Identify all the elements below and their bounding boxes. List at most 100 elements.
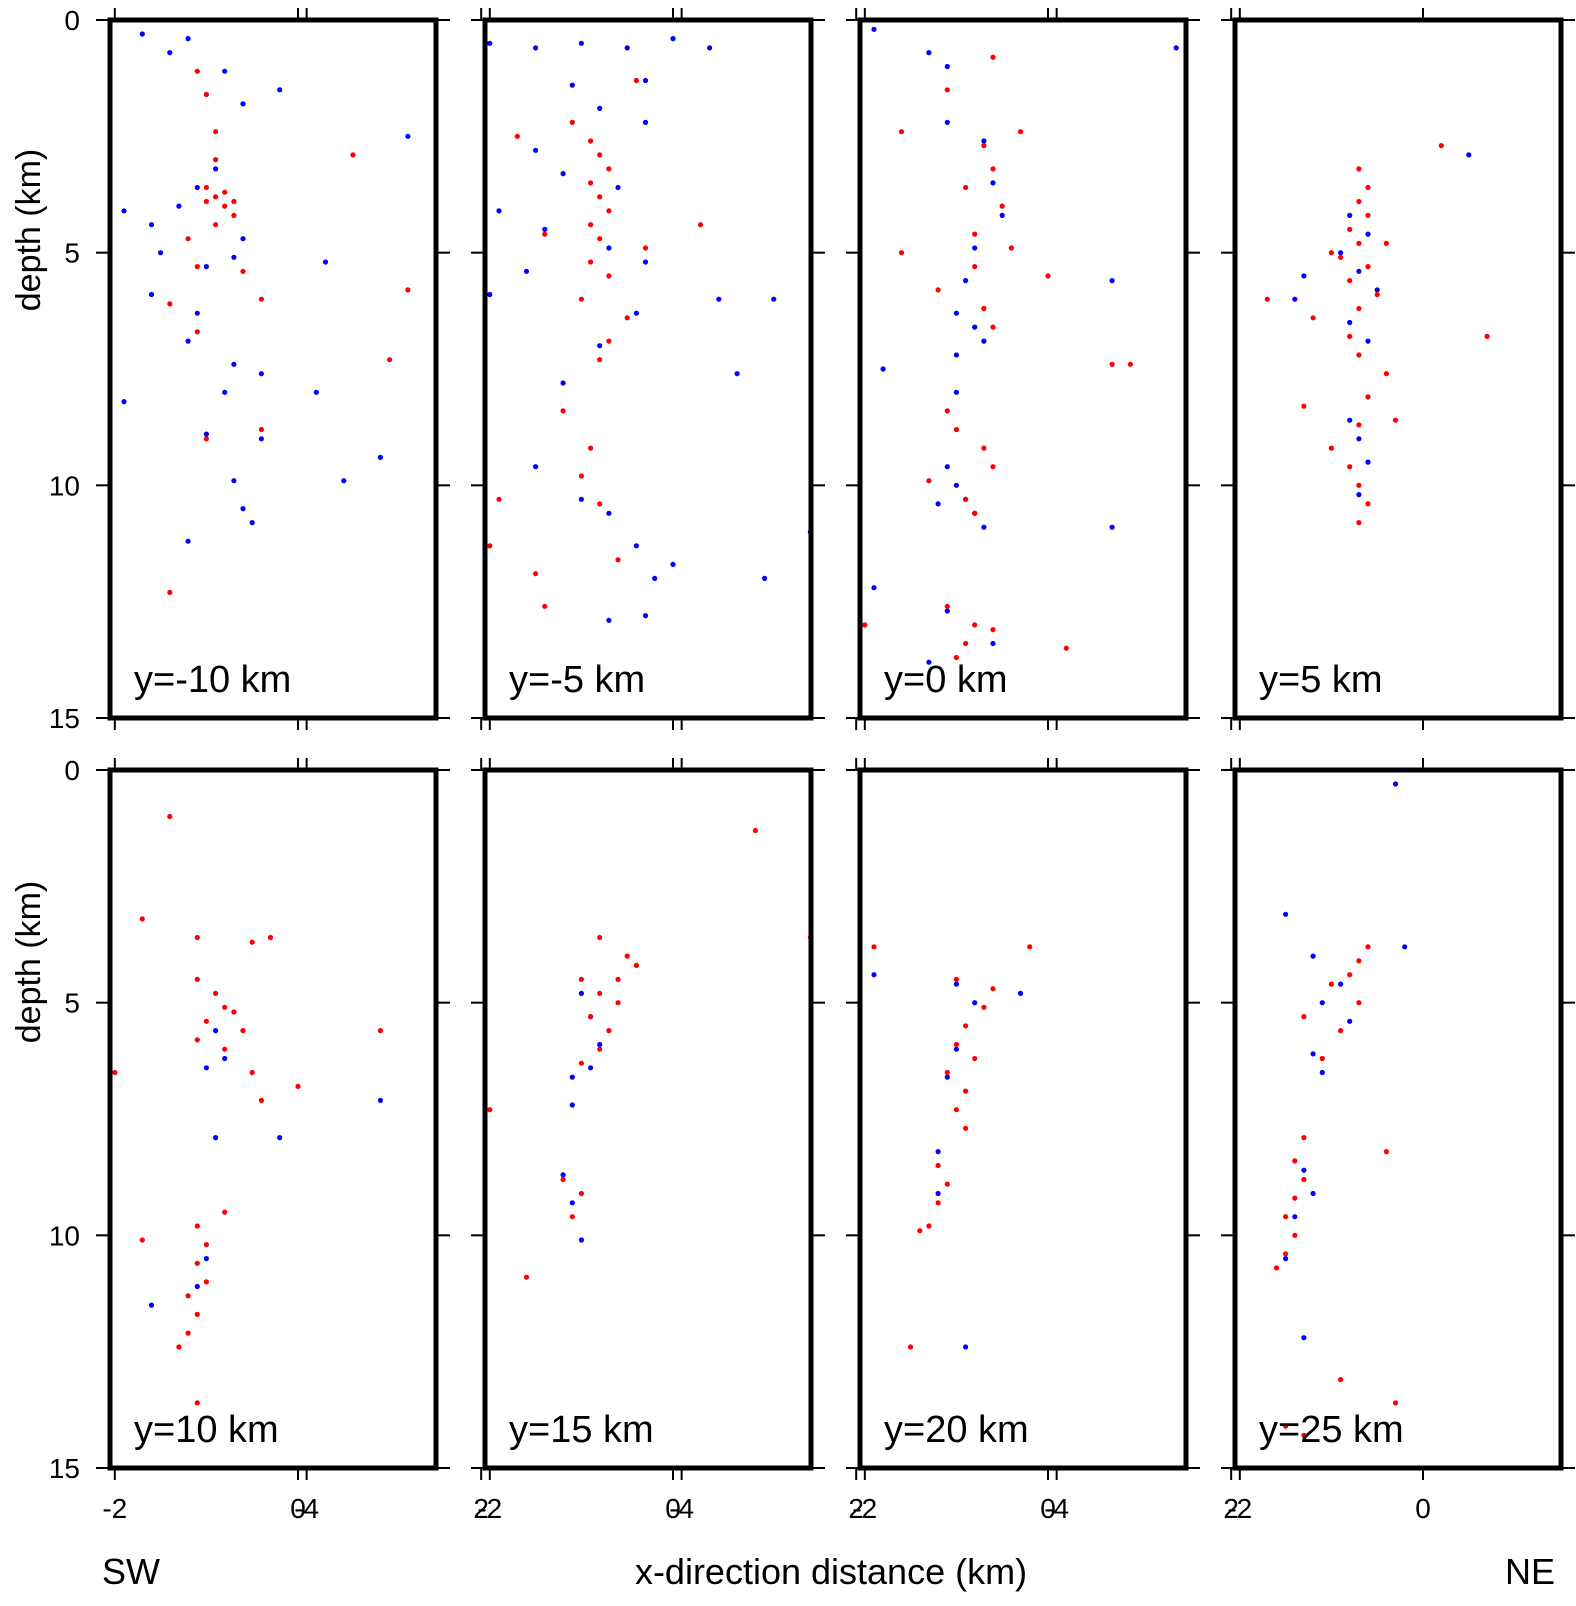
- event-point-red: [999, 203, 1005, 209]
- event-point-red: [1383, 240, 1389, 246]
- event-point-blue: [469, 366, 474, 371]
- event-point-red: [1301, 403, 1307, 409]
- event-point-blue: [213, 1028, 219, 1034]
- event-point-blue: [194, 1283, 200, 1290]
- event-point-blue: [981, 338, 987, 344]
- event-point-red: [633, 77, 640, 84]
- event-point-red: [1301, 1176, 1307, 1183]
- event-point-blue: [405, 133, 411, 139]
- event-point-red: [1301, 1014, 1307, 1020]
- event-point-red: [972, 1055, 978, 1062]
- event-point-red: [615, 557, 621, 563]
- event-point-blue: [569, 82, 575, 88]
- event-point-red: [944, 603, 950, 609]
- event-point-red: [835, 567, 840, 572]
- event-point-blue: [185, 538, 191, 544]
- event-point-blue: [944, 63, 950, 70]
- event-point-red: [597, 990, 603, 997]
- event-point-red: [1365, 944, 1371, 950]
- event-point-red: [981, 305, 987, 312]
- event-point-red: [222, 1004, 228, 1010]
- event-point-blue: [1017, 990, 1024, 997]
- event-point-red: [1319, 1055, 1325, 1062]
- event-point-blue: [1365, 231, 1371, 237]
- panel-label: y=0 km: [884, 659, 1008, 701]
- event-point-red: [1356, 240, 1362, 246]
- event-point-blue: [642, 259, 649, 265]
- event-point-blue: [304, 64, 309, 69]
- event-point-blue: [606, 510, 612, 516]
- event-point-red: [542, 231, 548, 237]
- y-tick-label: 5: [64, 988, 80, 1019]
- event-point-red: [560, 1176, 566, 1183]
- x-tick-label: -2: [477, 1493, 502, 1524]
- event-point-red: [1356, 352, 1362, 358]
- event-point-red: [496, 496, 502, 502]
- event-point-red: [569, 119, 575, 125]
- panel-frame: [857, 17, 1189, 721]
- event-point-red: [578, 473, 585, 479]
- x-tick-label: -2: [102, 1493, 127, 1524]
- event-point-red: [1356, 305, 1362, 312]
- event-point-red: [588, 180, 594, 186]
- event-point-blue: [642, 119, 649, 125]
- event-point-red: [203, 91, 209, 98]
- panel-label: y=-10 km: [134, 659, 291, 701]
- event-point-red: [1017, 129, 1024, 135]
- event-point-red: [350, 152, 356, 158]
- event-point-red: [1356, 1000, 1362, 1006]
- event-point-blue: [1109, 278, 1115, 284]
- event-point-blue: [121, 399, 127, 405]
- event-point-red: [1045, 273, 1051, 279]
- event-point-red: [194, 1400, 200, 1406]
- event-point-blue: [578, 1237, 585, 1243]
- event-point-blue: [570, 283, 575, 288]
- event-point-blue: [194, 310, 200, 316]
- event-point-red: [1301, 1432, 1307, 1438]
- event-point-red: [167, 813, 173, 820]
- event-point-red: [935, 287, 941, 293]
- event-point-red: [222, 189, 228, 195]
- event-point-red: [387, 357, 393, 363]
- panel-frame: [482, 767, 814, 1471]
- event-point-blue: [826, 1070, 831, 1075]
- event-point-blue: [642, 613, 649, 619]
- event-point-blue: [194, 184, 200, 191]
- event-point-red: [203, 184, 209, 191]
- event-point-red: [231, 198, 237, 205]
- event-point-red: [194, 934, 200, 941]
- event-point-red: [1310, 315, 1316, 321]
- event-point-blue: [258, 371, 264, 377]
- panel-points: [112, 813, 383, 1406]
- event-point-red: [542, 603, 548, 609]
- event-point-red: [1356, 166, 1362, 172]
- event-point-blue: [158, 250, 164, 256]
- y-tick-label: 0: [64, 5, 80, 36]
- event-point-red: [1328, 981, 1334, 987]
- event-point-red: [1347, 226, 1353, 232]
- event-point-red: [213, 990, 219, 997]
- panel-frame: [107, 17, 439, 721]
- event-point-red: [1273, 1265, 1280, 1271]
- event-point-blue: [249, 520, 255, 526]
- event-point-blue: [1356, 436, 1362, 442]
- event-point-blue: [762, 575, 768, 582]
- event-point-blue: [881, 357, 886, 362]
- event-point-blue: [222, 389, 228, 395]
- event-point-red: [76, 59, 81, 64]
- y-tick-label: 5: [64, 238, 80, 269]
- event-point-red: [194, 1037, 200, 1043]
- event-point-red: [862, 622, 868, 628]
- event-point-blue: [1356, 268, 1362, 274]
- event-point-red: [1283, 1423, 1289, 1429]
- event-point-red: [697, 222, 704, 228]
- event-point-blue: [1301, 1335, 1307, 1341]
- panel-frame: [857, 767, 1189, 1471]
- event-point-red: [1301, 1135, 1307, 1141]
- event-point-red: [1365, 212, 1371, 218]
- event-point-blue: [990, 640, 996, 647]
- event-point-blue: [569, 1074, 575, 1080]
- event-point-blue: [139, 31, 145, 37]
- event-point-red: [194, 329, 200, 335]
- event-point-red: [588, 138, 594, 144]
